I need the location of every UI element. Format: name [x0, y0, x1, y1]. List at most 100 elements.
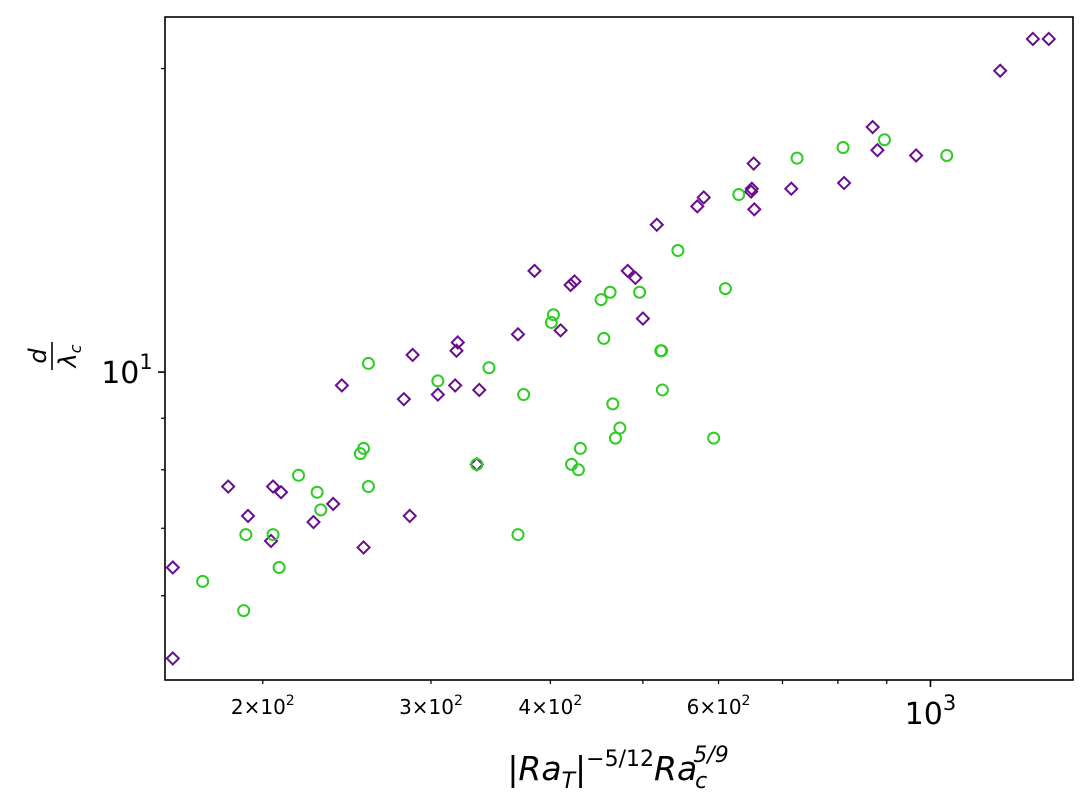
data-point-circle-37: [836, 141, 850, 155]
data-point-diamond-21: [527, 263, 542, 279]
y-axis-label-den-base: λ: [54, 353, 82, 369]
x-tick-label-major-0: 103: [905, 691, 957, 732]
data-point-diamond-35: [783, 181, 799, 197]
data-point-circle-14: [482, 361, 496, 375]
data-point-circle-10: [361, 480, 375, 494]
data-point-diamond-33: [746, 156, 762, 171]
data-point-diamond-2: [220, 479, 236, 494]
x-tick-label-mantissa: 4×10: [518, 695, 573, 719]
data-point-diamond-40: [992, 63, 1008, 79]
data-point-circle-0: [196, 574, 210, 588]
data-point-circle-34: [718, 282, 732, 296]
data-point-circle-27: [613, 421, 627, 435]
x-axis-label-sup2: 5/9: [693, 743, 728, 768]
y-tick-label-exp: 1: [139, 350, 152, 374]
x-tick-label-mantissa: 3×10: [399, 695, 454, 719]
data-point-circle-23: [597, 331, 611, 345]
data-point-diamond-6: [273, 484, 289, 500]
data-point-circle-16: [517, 388, 531, 402]
x-tick-label-minor-2: 4×102: [518, 693, 582, 719]
data-point-circle-6: [310, 485, 324, 499]
y-tick-label-base: 10: [101, 356, 139, 391]
y-axis-label: d λc: [24, 342, 85, 370]
data-point-diamond-1: [165, 560, 181, 575]
data-point-circle-38: [877, 133, 891, 147]
data-point-diamond-17: [450, 335, 466, 350]
data-point-circle-33: [707, 431, 721, 445]
data-point-diamond-16: [449, 343, 464, 359]
y-axis-label-den: λc: [54, 344, 85, 369]
x-tick-label-base: 10: [905, 697, 943, 732]
x-tick-label-exp: 2: [454, 693, 463, 709]
data-point-circle-13: [470, 457, 484, 471]
plot-area: [165, 17, 1073, 680]
data-point-circle-39: [940, 148, 954, 162]
x-axis-label-sup1: −5/12: [586, 747, 654, 772]
data-point-diamond-20: [510, 326, 526, 342]
x-axis-label-mid: |: [575, 749, 586, 788]
x-tick-label-mantissa: 6×10: [687, 695, 742, 719]
x-tick-label-mantissa: 2×10: [231, 695, 286, 719]
data-point-diamond-42: [1041, 31, 1057, 47]
y-tick-label-major-0: 101: [101, 350, 153, 391]
data-point-diamond-8: [325, 496, 341, 512]
data-point-diamond-25: [620, 263, 636, 279]
data-point-diamond-38: [870, 142, 885, 158]
chart-marks: [165, 31, 1057, 666]
data-point-circle-30: [655, 344, 669, 358]
plot-frame: [164, 16, 1074, 681]
x-tick-label-exp: 3: [943, 691, 956, 715]
data-point-circle-5: [292, 468, 306, 482]
data-point-diamond-15: [447, 378, 463, 393]
x-axis-label: |RaT|−5/12Rac5/9: [507, 743, 728, 794]
data-point-diamond-3: [240, 508, 256, 524]
data-point-diamond-41: [1025, 31, 1041, 47]
y-axis-label-den-sub: c: [66, 344, 85, 353]
x-axis-label-sub2: c: [695, 769, 707, 794]
data-point-circle-32: [671, 244, 685, 258]
x-tick-label-exp: 2: [286, 693, 295, 709]
data-point-circle-18: [546, 308, 560, 322]
x-axis-label-base2: Ra: [654, 749, 697, 788]
x-tick-label-exp: 2: [742, 693, 751, 709]
data-point-diamond-9: [334, 378, 350, 393]
data-point-diamond-30: [696, 190, 712, 205]
data-point-diamond-27: [635, 311, 651, 326]
data-point-circle-31: [655, 383, 669, 397]
data-point-circle-15: [511, 528, 525, 542]
data-point-circle-12: [431, 374, 445, 388]
data-point-circle-4: [272, 561, 286, 575]
data-point-circle-17: [544, 315, 558, 329]
data-point-circle-28: [633, 285, 647, 299]
data-point-circle-2: [239, 528, 253, 542]
data-point-diamond-32: [744, 181, 760, 197]
data-point-circle-9: [357, 441, 371, 455]
data-point-circle-3: [266, 528, 280, 542]
data-point-circle-20: [571, 463, 585, 477]
data-point-diamond-14: [430, 387, 446, 402]
y-axis-label-num: d: [24, 348, 52, 364]
x-tick-label-minor-3: 6×102: [687, 693, 751, 719]
data-point-circle-11: [361, 356, 375, 370]
data-point-diamond-0: [165, 651, 181, 666]
data-point-diamond-12: [402, 508, 418, 524]
data-point-diamond-22: [553, 322, 568, 338]
data-point-diamond-11: [396, 391, 412, 407]
data-point-diamond-29: [689, 198, 705, 214]
x-tick-label-exp: 2: [573, 693, 582, 709]
data-point-circle-35: [732, 188, 746, 202]
x-axis-label-base: |Ra: [507, 749, 561, 788]
data-point-diamond-37: [865, 119, 881, 135]
x-tick-label-minor-1: 3×102: [399, 693, 463, 719]
data-point-diamond-24: [567, 274, 582, 289]
data-point-diamond-10: [356, 540, 371, 555]
data-point-diamond-13: [405, 347, 421, 363]
data-point-diamond-39: [908, 148, 924, 163]
data-point-circle-22: [594, 293, 608, 307]
data-point-diamond-28: [649, 217, 665, 233]
data-point-circle-1: [237, 604, 251, 618]
x-tick-label-minor-0: 2×102: [231, 693, 295, 719]
data-point-circle-25: [606, 397, 620, 411]
